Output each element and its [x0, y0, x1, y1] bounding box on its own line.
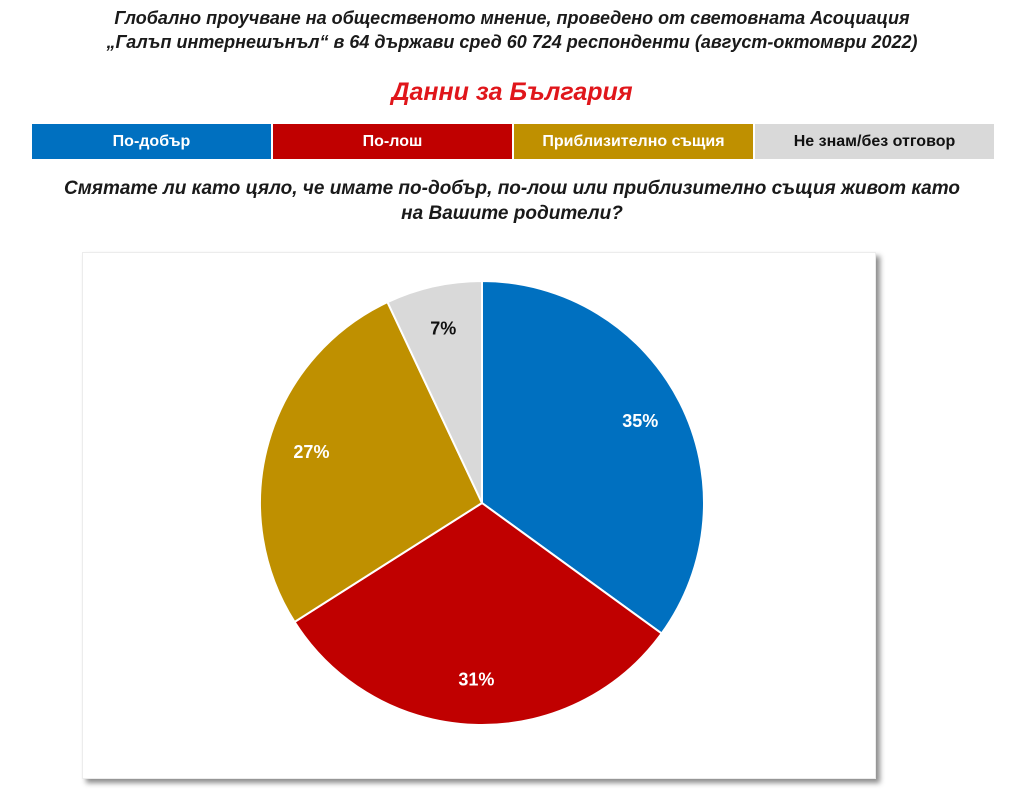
legend-entry: По-добър [32, 124, 271, 159]
pie-slice [386, 279, 483, 504]
pie-slice [293, 501, 663, 726]
legend-entry: Приблизително същия [514, 124, 753, 159]
chart-area: 35% 31% 27% 7% [82, 252, 876, 779]
data-label: 7% [430, 318, 456, 338]
data-label: 27% [293, 442, 329, 462]
pie-chart: 35% 31% 27% 7% [259, 279, 705, 726]
legend-entry: Не знам/без отговор [755, 124, 994, 159]
title-line: Глобално проучване на общественото мнени… [114, 8, 910, 28]
subtitle: Данни за България [391, 78, 633, 106]
legend: По-добър По-лош Приблизително същия Не знам… [32, 124, 994, 159]
data-label: 31% [458, 669, 494, 689]
legend-entry: По-лош [273, 124, 512, 159]
question-line: на Вашите родители? [401, 203, 623, 224]
question-line: Смятате ли като цяло, че имате по-добър,… [64, 178, 960, 199]
title-line: „Галъп интернешънъл“ в 64 държави сред 6… [106, 32, 918, 52]
pie-slice [481, 279, 705, 635]
pie-slice [259, 300, 484, 624]
data-label: 35% [622, 411, 658, 431]
